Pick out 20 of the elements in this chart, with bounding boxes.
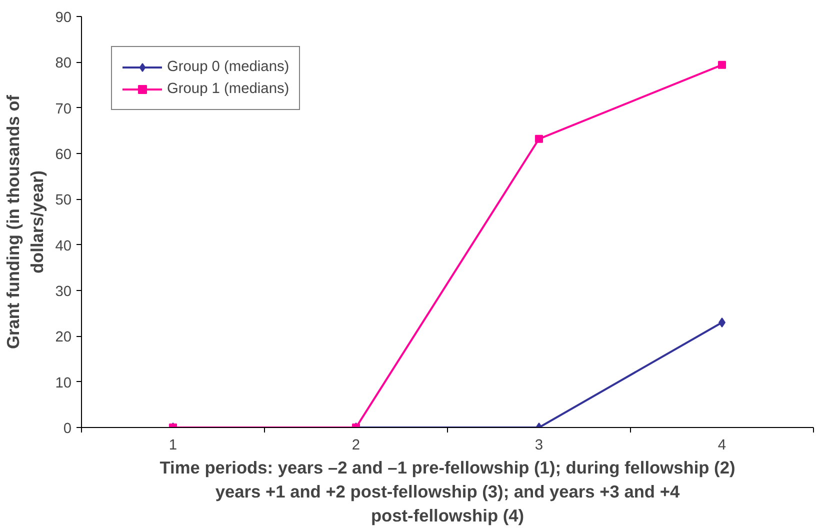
y-axis-title: Grant funding (in thousands of dollars/year) [3,94,48,350]
y-tick-label: 20 [55,330,72,346]
x-tick-label: 4 [718,438,726,454]
legend-label: Group 0 (medians) [167,59,290,75]
y-tick-label: 60 [55,147,72,163]
y-tick-label: 10 [55,375,72,392]
y-tick-label: 0 [63,421,72,437]
x-tick-label: 2 [352,438,360,454]
point [535,134,543,143]
y-tick-label: 90 [55,10,72,26]
x-tick-label: 3 [534,438,544,454]
point [718,60,726,69]
legend-label: Group 1 (medians) [167,81,290,97]
y-tick-label: 70 [55,101,72,118]
y-tick-label: 30 [55,284,72,300]
x-tick-label: 1 [168,438,178,454]
y-tick-label: 80 [55,56,72,72]
x-axis-title: Time periods: years –2 and –1 pre-fellowship (1); during fellowship (2) years +1 and +2 post-fellowship (3); and years +3 and +4 post-fellowship (4) [160,458,736,526]
y-tick-label: 40 [55,238,72,254]
y-tick-label: 50 [55,192,72,209]
